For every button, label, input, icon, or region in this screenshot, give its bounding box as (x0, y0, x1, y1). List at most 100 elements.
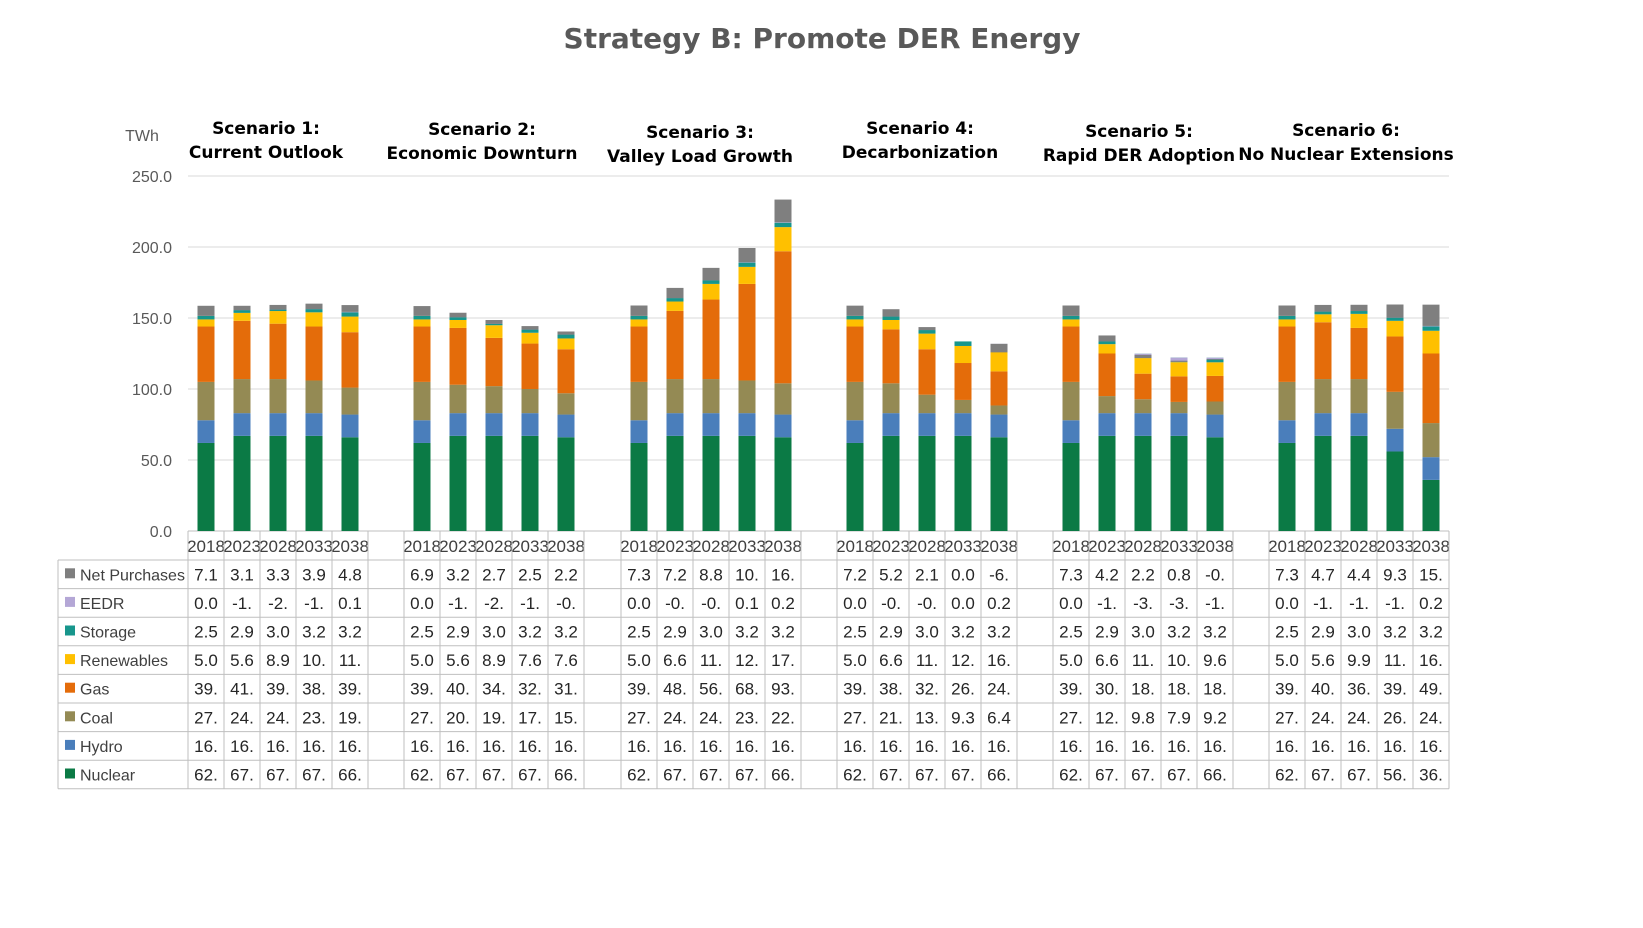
data-label-cell: 10. (735, 565, 759, 584)
bar-hydro (1170, 413, 1188, 436)
data-label-cell: 4.4 (1347, 565, 1371, 584)
data-label-cell: 16. (915, 737, 939, 756)
data-label-cell: 2.9 (1095, 623, 1119, 642)
data-label-cell: 4.8 (338, 565, 362, 584)
data-label-cell: 27. (410, 708, 434, 727)
data-label-cell: 10. (1167, 651, 1191, 670)
data-label-cell: 3.2 (771, 623, 795, 642)
data-label-cell: 16. (554, 737, 578, 756)
bar-net-purchases (1386, 304, 1404, 318)
data-label-cell: 3.0 (266, 623, 290, 642)
bar-renewables (774, 227, 792, 252)
bar-nuclear (1206, 437, 1224, 531)
data-label-cell: 67. (302, 766, 326, 785)
bar-storage (738, 262, 756, 267)
data-label-cell: 3.0 (1347, 623, 1371, 642)
data-label-cell: 16. (446, 737, 470, 756)
x-category-year: 2023 (1088, 537, 1126, 556)
data-label-cell: 40. (446, 680, 470, 699)
data-label-cell: 20. (446, 708, 470, 727)
data-label-cell: 5.0 (194, 651, 218, 670)
data-label-cell: 32. (915, 680, 939, 699)
bar-nuclear (449, 435, 467, 531)
data-label-cell: -1. (448, 594, 468, 613)
legend-swatch (65, 682, 75, 693)
bar-hydro (449, 413, 467, 436)
data-label-cell: 26. (1383, 708, 1407, 727)
bar-storage (954, 341, 972, 346)
data-label-cell: 24. (663, 708, 687, 727)
bar-coal (666, 379, 684, 414)
data-label-cell: 9.8 (1131, 708, 1155, 727)
bar-net-purchases (1098, 335, 1116, 342)
legend-label: Renewables (80, 653, 168, 670)
data-label-cell: 66. (771, 766, 795, 785)
x-category-year: 2033 (728, 537, 766, 556)
data-label-cell: 2.2 (1131, 565, 1155, 584)
bar-hydro (1206, 414, 1224, 438)
data-label-cell: 39. (627, 680, 651, 699)
bar-gas (1098, 353, 1116, 397)
y-tick-label: 0.0 (150, 524, 172, 541)
bar-nuclear (233, 435, 251, 531)
x-category-year: 2033 (1160, 537, 1198, 556)
bar-hydro (1314, 413, 1332, 436)
bar-net-purchases (990, 343, 1008, 353)
data-label-cell: 5.0 (410, 651, 434, 670)
bar-nuclear (341, 437, 359, 531)
bar-renewables (341, 316, 359, 333)
y-tick-label: 150.0 (132, 311, 172, 328)
data-label-cell: 19. (338, 708, 362, 727)
data-label-cell: 49. (1419, 680, 1443, 699)
x-category-year: 2033 (511, 537, 549, 556)
data-label-cell: 16. (1167, 737, 1191, 756)
bar-gas (449, 327, 467, 385)
bar-renewables (1314, 314, 1332, 323)
data-label-cell: 66. (987, 766, 1011, 785)
bar-coal (449, 384, 467, 414)
data-label-cell: 3.1 (230, 565, 254, 584)
scenario-title-line1: Scenario 6: (1292, 121, 1400, 141)
bar-renewables (197, 319, 215, 327)
bar-storage (341, 312, 359, 317)
data-label-cell: 2.5 (1275, 623, 1299, 642)
data-label-cell: 32. (518, 680, 542, 699)
data-label-cell: 6.6 (879, 651, 903, 670)
data-label-cell: 62. (194, 766, 218, 785)
x-category-year: 2028 (475, 537, 513, 556)
data-label-cell: 9.3 (1383, 565, 1407, 584)
bar-storage (197, 315, 215, 320)
data-label-cell: 3.2 (1419, 623, 1443, 642)
bar-coal (485, 386, 503, 414)
data-label-cell: 5.6 (230, 651, 254, 670)
bar-net-purchases (738, 247, 756, 263)
data-label-cell: -1. (1313, 594, 1333, 613)
bar-storage (882, 315, 900, 320)
data-label-cell: 16. (266, 737, 290, 756)
data-label-cell: -0. (556, 594, 576, 613)
bar-coal (1314, 379, 1332, 414)
data-label-cell: -1. (1349, 594, 1369, 613)
data-label-cell: 93. (771, 680, 795, 699)
bar-gas (1350, 327, 1368, 380)
legend-label: Coal (80, 710, 113, 727)
data-label-cell: 0.1 (338, 594, 362, 613)
bar-hydro (738, 413, 756, 436)
bar-coal (557, 393, 575, 415)
bar-stacks (197, 199, 1440, 531)
bar-gas (954, 363, 972, 400)
bar-coal (269, 379, 287, 414)
data-label-cell: 16. (627, 737, 651, 756)
bar-nuclear (846, 442, 864, 531)
data-label-cell: 39. (1275, 680, 1299, 699)
bar-renewables (1206, 362, 1224, 376)
bar-storage (774, 222, 792, 228)
legend-label: Nuclear (80, 768, 136, 785)
data-label-cell: -1. (1097, 594, 1117, 613)
bar-nuclear (1170, 435, 1188, 531)
data-label-cell: 9.9 (1347, 651, 1371, 670)
data-label-cell: 68. (735, 680, 759, 699)
bar-renewables (846, 319, 864, 327)
data-label-cell: 39. (1059, 680, 1083, 699)
legend-label: EEDR (80, 596, 124, 613)
